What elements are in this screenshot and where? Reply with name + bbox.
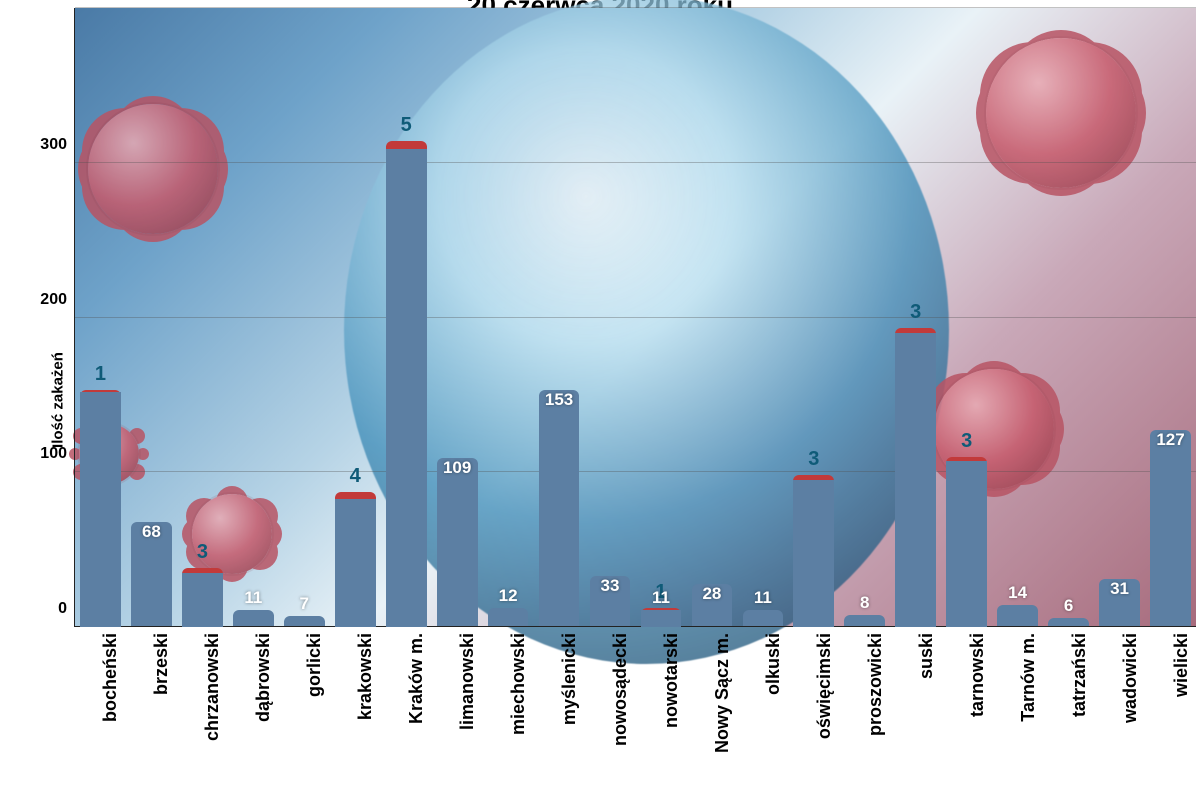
bar-slot: 14	[992, 8, 1043, 627]
x-tick-label: dąbrowski	[253, 633, 274, 722]
bar-main	[641, 610, 682, 627]
bar-main-value: 28	[702, 584, 721, 604]
x-tick-label: proszowicki	[865, 633, 886, 736]
bar-slot: 1152	[75, 8, 126, 627]
bar-slot: 11	[737, 8, 788, 627]
bar-main	[488, 608, 529, 627]
bar-slot: 11	[228, 8, 279, 627]
bar-slot: 31	[1094, 8, 1145, 627]
bar-top-value: 3	[808, 448, 819, 471]
x-tick-label: limanowski	[457, 633, 478, 730]
x-tick-label: suski	[916, 633, 937, 679]
bar-top-value: 3	[961, 430, 972, 453]
bar-main-value: 31	[1110, 579, 1129, 599]
bar-slot: 3190	[890, 8, 941, 627]
bar-main	[743, 610, 784, 627]
x-tick-label: bocheński	[100, 633, 121, 722]
bar-main	[80, 392, 121, 627]
bar-main-value: 8	[860, 593, 869, 613]
y-tick-label: 100	[40, 445, 75, 463]
bar-main	[233, 610, 274, 627]
x-tick-label: wielicki	[1171, 633, 1192, 697]
x-tick-label: chrzanowski	[202, 633, 223, 741]
chart-container: 20 czerwca 2020 roku Ilość zakażeń 01002…	[0, 0, 1200, 799]
bar-main-value: 11	[754, 588, 772, 608]
x-tick-label: brzeski	[151, 633, 172, 695]
bar-main-value: 33	[601, 576, 620, 596]
bar-slot: 68	[126, 8, 177, 627]
x-tick-label: krakowski	[355, 633, 376, 720]
bar-main	[386, 149, 427, 627]
bar-main-value: 7	[300, 594, 309, 614]
bar-slot: 5309	[381, 8, 432, 627]
x-tick-label: tatrzański	[1069, 633, 1090, 717]
bar-slot: 3107	[941, 8, 992, 627]
bar-slot: 127	[1145, 8, 1196, 627]
x-tick-label: nowotarski	[661, 633, 682, 728]
x-tick-label: gorlicki	[304, 633, 325, 697]
bar-main	[1150, 430, 1191, 627]
y-tick-label: 300	[40, 136, 75, 154]
x-tick-label: Tarnów m.	[1018, 633, 1039, 722]
bar-slot: 28	[686, 8, 737, 627]
x-tick-label: miechowski	[508, 633, 529, 735]
bar-main	[793, 480, 834, 627]
x-tick-label: oświęcimski	[814, 633, 835, 739]
bar-main-value: 11	[652, 588, 670, 608]
bar-main-value: 127	[1156, 430, 1184, 450]
bar-main	[895, 333, 936, 627]
bar-slot: 395	[788, 8, 839, 627]
bar-slot: 111	[636, 8, 687, 627]
bar-top-value: 1	[95, 363, 106, 386]
bar-slot: 109	[432, 8, 483, 627]
bar-main	[539, 390, 580, 627]
bar-main-value: 11	[244, 588, 262, 608]
bar-top-value: 3	[197, 541, 208, 564]
bar-main	[946, 461, 987, 627]
x-tick-label: myślenicki	[559, 633, 580, 725]
bar-top-value: 5	[401, 114, 412, 137]
x-tick-label: olkuski	[763, 633, 784, 695]
bar-main-value: 68	[142, 522, 161, 542]
x-tick-label: wadowicki	[1120, 633, 1141, 723]
bar-top-value: 4	[350, 465, 361, 488]
bar-slot: 483	[330, 8, 381, 627]
bar-slot: 6	[1043, 8, 1094, 627]
x-tick-label: tarnowski	[967, 633, 988, 717]
x-tick-label: Nowy Sącz m.	[712, 633, 733, 753]
bar-slot: 7	[279, 8, 330, 627]
bar-main	[335, 499, 376, 627]
bar-slot: 153	[534, 8, 585, 627]
y-axis-line	[74, 8, 75, 627]
y-tick-label: 0	[58, 600, 75, 618]
bar-slot: 33	[585, 8, 636, 627]
x-axis-labels: bocheński brzeski chrzanowski dąbrowski gorl…	[75, 627, 1196, 799]
bar-main-value: 109	[443, 458, 471, 478]
bar-main-value: 153	[545, 390, 573, 410]
x-tick-label: Kraków m.	[406, 633, 427, 724]
bar-top-value: 3	[910, 301, 921, 324]
plot-area: 0100200300400115268335117483530910912153…	[75, 8, 1196, 627]
bar-main-value: 6	[1064, 596, 1073, 616]
y-axis-label: Ilość zakażeń	[49, 352, 66, 448]
bar-slot: 12	[483, 8, 534, 627]
bar-main-value: 12	[499, 586, 518, 606]
bar-slot: 8	[839, 8, 890, 627]
bar-main	[997, 605, 1038, 627]
y-tick-label: 200	[40, 291, 75, 309]
bar-main	[437, 458, 478, 627]
bar-main-value: 14	[1008, 583, 1027, 603]
bar-main	[182, 573, 223, 627]
x-tick-label: nowosądecki	[610, 633, 631, 746]
bar-slot: 335	[177, 8, 228, 627]
